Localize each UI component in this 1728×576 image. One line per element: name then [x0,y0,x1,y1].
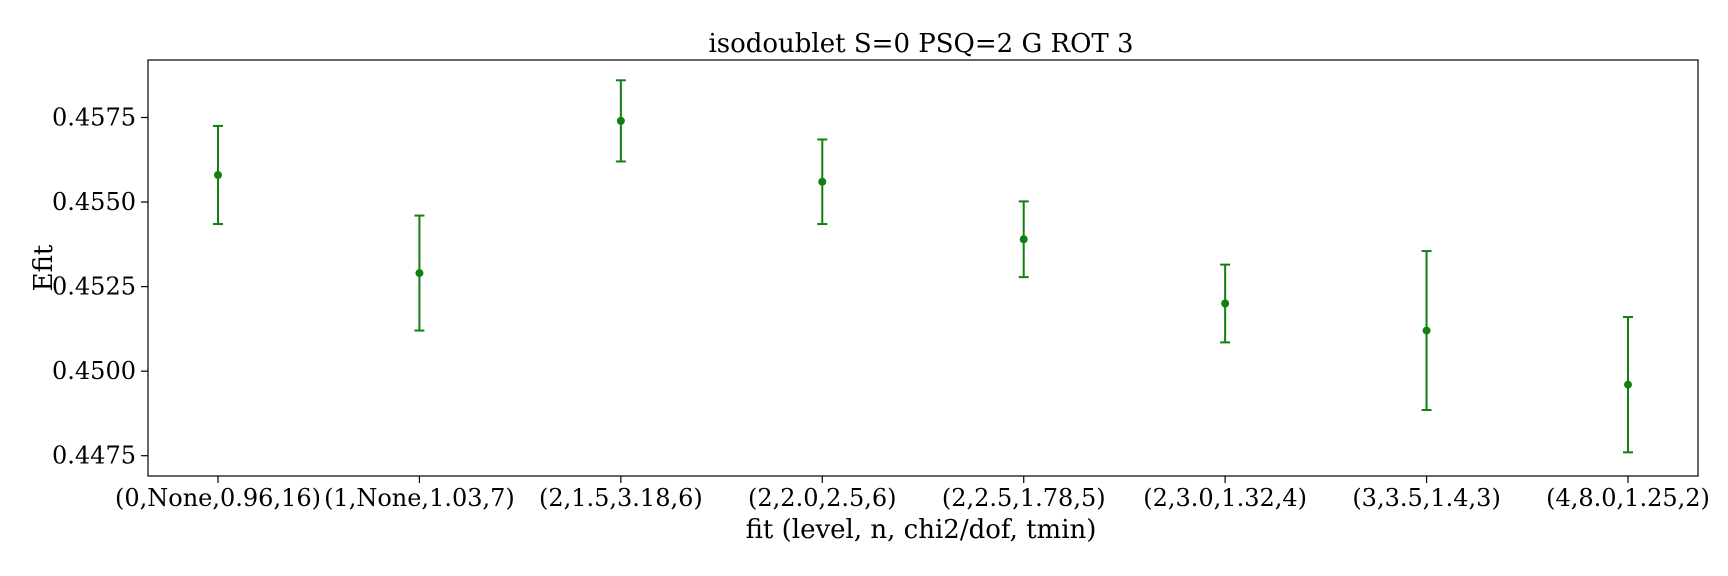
data-point-group [1018,200,1029,279]
x-tick-label: (2,2.0,2.5,6) [748,484,897,512]
x-tick-label: (2,2.5,1.78,5) [942,484,1106,512]
y-tick-label: 0.4525 [52,273,136,301]
data-point [214,170,222,179]
plot-frame [147,59,1699,477]
data-point-group [1421,250,1432,412]
chart-title: isodoublet S=0 PSQ=2 G ROT 3 [708,29,1133,59]
x-axis-ticks: (0,None,0.96,16) (1,None,1.03,7) (2,1.5,3.… [115,476,1710,512]
x-tick-label: (2,1.5,3.18,6) [539,484,703,512]
x-tick-label: (0,None,0.96,16) [115,484,321,512]
data-point-group [1623,316,1633,454]
data-point [818,177,827,186]
data-point-group [213,124,223,226]
data-point [616,116,625,125]
y-tick-label: 0.4550 [52,188,136,216]
x-tick-label: (1,None,1.03,7) [324,484,515,512]
x-tick-label: (3,3.5,1.4,3) [1352,484,1501,512]
data-point [1221,299,1230,308]
data-point-group [615,79,626,163]
y-axis-label: Efit [29,244,59,291]
data-point-group [1220,263,1231,344]
data-point-group [414,214,425,332]
data-point [1422,326,1431,335]
x-tick-label: (4,8.0,1.25,2) [1546,484,1710,512]
y-axis-ticks: 0.4475 0.4500 0.4525 0.4550 0.4575 [52,103,148,470]
y-tick-label: 0.4475 [52,442,136,470]
x-tick-label: (2,3.0,1.32,4) [1143,484,1307,512]
data-points [213,79,1633,454]
x-axis-label: fit (level, n, chi2/dof, tmin) [746,515,1097,545]
data-point [1624,380,1632,389]
data-point [1019,235,1028,244]
y-tick-label: 0.4500 [52,357,136,385]
data-point [415,269,424,278]
data-point-group [817,138,828,226]
y-tick-label: 0.4575 [52,103,136,131]
